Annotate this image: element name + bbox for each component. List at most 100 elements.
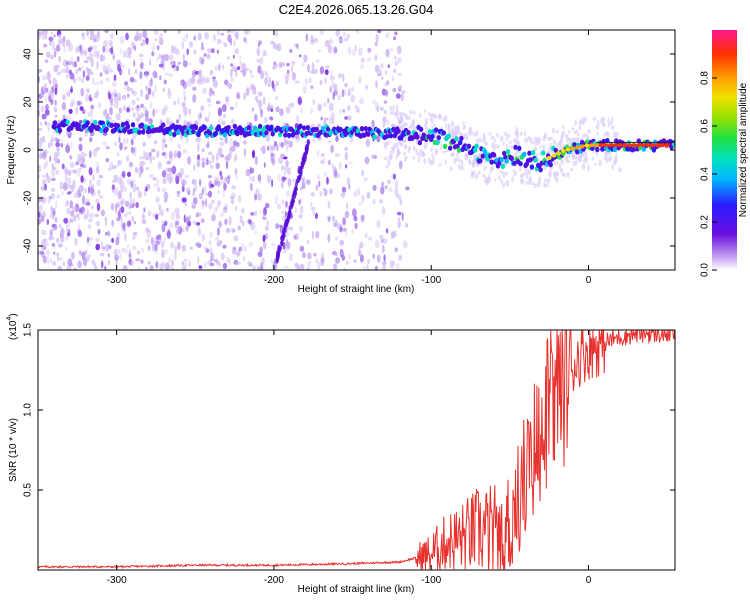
spectrogram-noise-mark [208,240,212,246]
colorbar-tick-label: 0.8 [700,71,711,85]
spectrogram-ridge-mark [454,136,459,142]
spectrogram-ridge-mark [255,127,260,133]
spectrogram-ridge-mark [359,126,365,132]
spectrogram-noise-mark [222,262,228,270]
spectrogram-noise-mark [96,202,101,212]
spectrogram-noise-mark [210,252,214,262]
spectrogram-noise-mark [110,46,114,55]
spectrogram-noise-mark [205,117,210,123]
spectrogram-noise-mark [374,101,380,111]
spectrogram-fringe-mark [397,151,401,156]
spectrogram-noise-mark [40,241,46,250]
spectrogram-noise-mark [380,186,385,195]
spectrogram-noise-mark [193,49,197,55]
spectrogram-peak-mark [664,143,670,148]
spectrogram-fringe-mark [611,164,614,171]
spectrogram-ridge-mark [125,123,131,130]
spectrogram-noise-mark [230,76,234,83]
spectrogram-noise-mark [262,234,266,243]
spectrogram-peak-mark [631,143,637,148]
spectrogram-fringe-mark [417,156,421,164]
spectrogram-fringe-mark [483,135,487,142]
spectrogram-fringe-mark [399,114,402,118]
spectrogram-noise-mark [182,35,188,42]
spectrogram-noise-mark [201,148,205,153]
spectrogram-fringe-mark [439,144,443,151]
spectrogram-noise-mark [259,57,264,65]
spectrogram-noise-mark [77,75,82,82]
spectrogram-noise-mark [51,227,56,232]
spectrogram-ridge-mark [671,141,675,147]
spectrogram-noise-mark [80,175,84,183]
spectrogram-noise-mark [215,152,219,162]
spectrogram-noise-mark [277,224,283,228]
spectrogram-noise-mark [337,94,342,101]
spectrogram-noise-mark [359,241,364,249]
spectrogram-noise-mark [39,250,45,255]
spectrogram-noise-mark [126,211,132,215]
spectrogram-noise-mark [94,33,100,43]
spectrogram-noise-mark [202,76,207,85]
spectrogram-noise-mark [234,154,238,161]
spectrogram-fringe-mark [593,162,597,167]
spectrogram-fringe-mark [605,157,608,164]
spectrogram-noise-mark [267,83,271,88]
spectrogram-noise-mark [294,207,297,213]
spectrogram-ridge-mark [85,120,90,126]
spectrogram-ridge-mark [99,128,104,134]
spectrogram-noise-mark [41,135,46,143]
spectrogram-noise-mark [255,188,260,195]
spectrogram-noise-mark [208,190,212,198]
spectrogram-noise-mark [322,187,326,191]
spectrogram-noise-mark [38,218,41,225]
spectrogram-fringe-mark [519,174,524,178]
spectrogram-ridge-mark [441,130,446,136]
spectrogram-fringe-mark [545,183,549,188]
spectrogram-noise-mark [263,162,266,168]
spectrogram-noise-mark [339,239,345,246]
spectrogram-noise-mark [149,155,152,164]
spectrogram-fringe-mark [538,175,541,183]
spectrogram-noise-mark [315,212,318,219]
spectrogram-noise-mark [212,33,216,42]
spectrogram-fringe-mark [447,123,451,129]
spectrogram-noise-mark [109,106,113,116]
spectrogram-noise-mark [104,243,110,252]
spectrogram-noise-mark [345,151,348,160]
spectrogram-noise-mark [208,110,211,119]
spectrogram-noise-mark [208,202,213,210]
spectrogram-noise-mark [215,236,220,241]
spectrogram-noise-mark [114,92,118,97]
spectrogram-fringe-mark [582,116,587,124]
spectrogram-fringe-mark [617,167,622,173]
spectrogram-ridge-mark [541,150,546,156]
spectrogram-noise-mark [232,246,237,250]
spectrogram-noise-mark [76,100,81,107]
spectrogram-ridge-mark [385,133,390,139]
spectrogram-noise-mark [97,189,100,197]
spectrogram-noise-mark [110,203,114,211]
spectrogram-noise-mark [226,257,230,264]
spectrogram-noise-mark [385,165,389,169]
spectrogram-fringe-mark [519,132,524,136]
spectrogram-fringe-mark [524,137,529,144]
spectrogram-noise-mark [140,89,144,98]
spectrogram-noise-mark [237,225,241,231]
spectrogram-noise-mark [69,131,72,138]
spectrogram-noise-mark [281,215,286,222]
spectrogram-noise-mark [251,107,255,112]
spectrogram-noise-mark [376,134,381,143]
spectrogram-noise-mark [374,54,378,61]
spectrogram-fringe-mark [508,140,513,144]
spectrogram-ridge-mark [372,134,377,140]
spectrogram-noise-mark [181,41,184,50]
spectrogram-noise-mark [236,93,241,100]
spectrogram-ridge-mark [161,122,166,128]
spectrogram-ridge-mark [283,132,288,138]
spectrogram-fringe-mark [485,177,490,184]
spectrogram-fringe-mark [607,117,610,125]
spectrogram-noise-mark [94,82,100,86]
spectrogram-noise-mark [256,58,261,63]
spectrogram-noise-mark [279,108,284,114]
spectrogram-noise-mark [96,179,101,187]
